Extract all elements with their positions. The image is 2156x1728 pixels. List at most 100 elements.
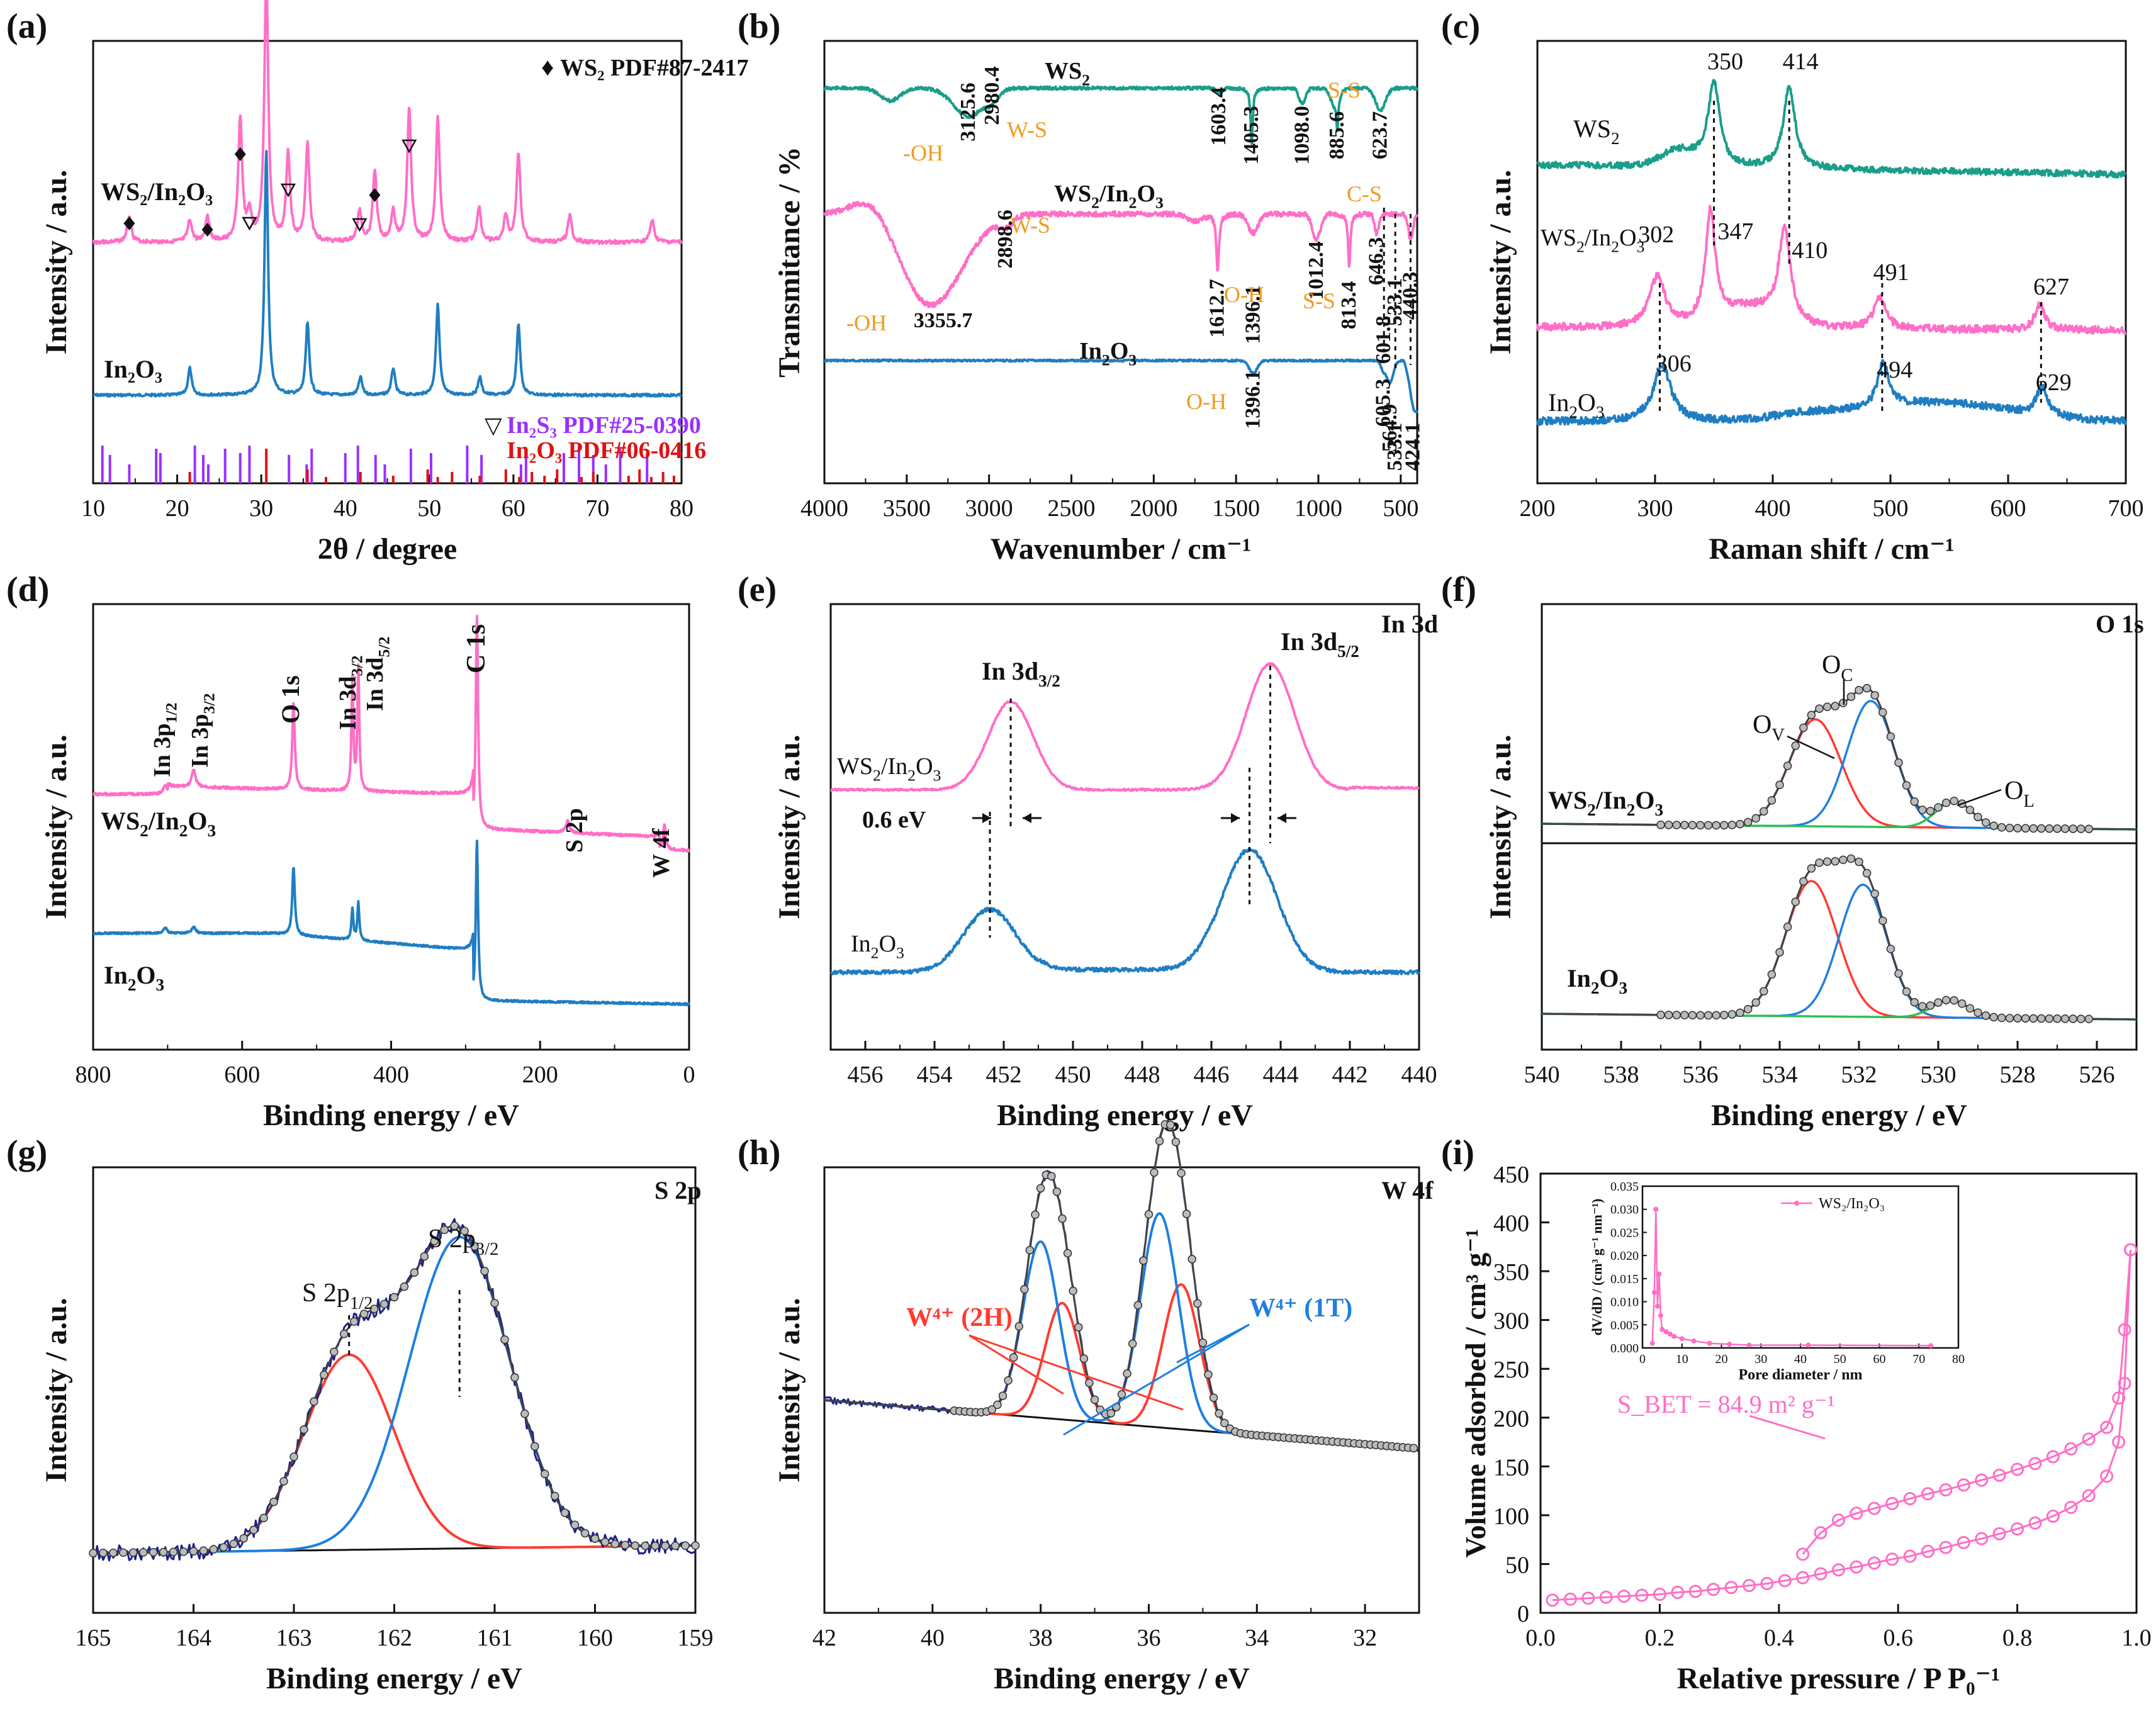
panel-label: (i) bbox=[1441, 1133, 1474, 1172]
s2p-data-point bbox=[661, 1541, 670, 1551]
series-label-ws2-in2o3: WS2/In2O3 bbox=[837, 753, 941, 785]
o1s-data-point bbox=[1918, 805, 1927, 814]
w4f-data-point bbox=[1047, 1172, 1056, 1181]
peak-label: 605.3 bbox=[1371, 379, 1395, 427]
legend-triangle: ▽ bbox=[485, 413, 502, 438]
o1s-data-point bbox=[1981, 1011, 1990, 1020]
x-axis-label: Binding energy / eV bbox=[263, 1099, 519, 1132]
o1s-data-point bbox=[2053, 1014, 2062, 1023]
text-span: WS bbox=[1045, 58, 1082, 84]
y-axis-label: Intensity / a.u. bbox=[40, 170, 73, 354]
o1s-data-point bbox=[1775, 780, 1784, 790]
s2p-data-point bbox=[590, 1534, 600, 1543]
text-span: In bbox=[1079, 338, 1102, 364]
o1s-data-point bbox=[1783, 923, 1792, 931]
o1s-data-point bbox=[1934, 803, 1943, 812]
inset-y-tick-label: 0.015 bbox=[1610, 1272, 1639, 1286]
in2s3-peak-marker bbox=[242, 216, 257, 231]
x-tick-label: 800 bbox=[76, 1062, 111, 1088]
text-span: 1/2 bbox=[350, 1294, 373, 1313]
survey-ws2-in2o3-line bbox=[92, 614, 690, 853]
s2p-data-point bbox=[209, 1545, 218, 1554]
text-span: /In bbox=[1585, 225, 1611, 251]
assign-label: W-S bbox=[1007, 117, 1047, 142]
inset-y-tick-label: 0.025 bbox=[1610, 1226, 1639, 1240]
text-span: In 3p bbox=[149, 723, 176, 777]
o1s-data-point bbox=[1696, 1011, 1705, 1020]
isotherm-point bbox=[1885, 1496, 1899, 1510]
assign-label: O-H bbox=[1186, 389, 1227, 414]
o1s-data-point bbox=[1822, 857, 1832, 866]
series-label-in2o3: In2O3 bbox=[1079, 338, 1137, 369]
w4f-data-point bbox=[1209, 1393, 1218, 1402]
in2s3-peak-marker bbox=[280, 183, 296, 198]
inset-legend-marker bbox=[1794, 1201, 1799, 1206]
o1s-data-point bbox=[1831, 856, 1839, 866]
text-span: /In bbox=[1099, 181, 1128, 207]
panel-h: 42 40 38 36 34 32 Binding energy / eV Intensity… bbox=[738, 1120, 1434, 1695]
x-tick-label: 4000 bbox=[800, 495, 848, 522]
x-tick-label: 10 bbox=[81, 495, 105, 522]
text-span: In 3p bbox=[187, 714, 213, 768]
o1s-data-point bbox=[1926, 1001, 1935, 1010]
y-axis-label: Intensity / a.u. bbox=[773, 734, 806, 919]
text-span: 2 bbox=[1591, 979, 1600, 997]
psd-point bbox=[1656, 1271, 1662, 1277]
isotherm-point bbox=[1778, 1574, 1792, 1588]
x-tick-label: 456 bbox=[848, 1062, 884, 1088]
pointer-line bbox=[1063, 1323, 1250, 1436]
legend-in2s3: In₂S₃ PDF#25-0390 bbox=[507, 412, 701, 439]
x-axis-label: Raman shift / cm⁻¹ bbox=[1709, 532, 1954, 566]
s2p-data-point bbox=[610, 1539, 620, 1549]
pointer-line bbox=[1787, 735, 1835, 760]
inset-y-tick-label: 0.010 bbox=[1610, 1296, 1639, 1310]
s2p-data-point bbox=[580, 1529, 590, 1538]
ws2-peak-marker bbox=[123, 216, 135, 230]
y-axis-label: Intensity / a.u. bbox=[40, 734, 73, 919]
x-tick-label: 165 bbox=[76, 1625, 111, 1651]
y-tick-label: 100 bbox=[1493, 1503, 1529, 1530]
text-span: WS bbox=[837, 753, 873, 780]
w4f-data-point bbox=[1020, 1285, 1029, 1294]
psd-point bbox=[1649, 1340, 1655, 1346]
x-tick-label: 452 bbox=[986, 1062, 1022, 1088]
text-span: WS bbox=[1573, 115, 1611, 143]
s2p-data-point bbox=[89, 1549, 98, 1557]
w4f-data-point bbox=[1198, 1338, 1208, 1347]
ws2-peak-marker bbox=[234, 147, 246, 161]
isotherm-point bbox=[1671, 1585, 1685, 1599]
s2p-data-point bbox=[159, 1547, 168, 1557]
o1s-data-point bbox=[1958, 999, 1967, 1008]
psd-point bbox=[1746, 1342, 1752, 1348]
w4f-data-point bbox=[1004, 1376, 1013, 1385]
x-tick-label: 0.4 bbox=[1764, 1625, 1794, 1651]
x-tick-label: 538 bbox=[1603, 1062, 1639, 1088]
w4f-data-point bbox=[1079, 1354, 1089, 1363]
y-axis-label: Intensity / a.u. bbox=[773, 1298, 806, 1482]
isotherm-point bbox=[1975, 1473, 1989, 1487]
x-tick-label: 40 bbox=[921, 1625, 945, 1651]
s2p-data-point bbox=[330, 1347, 339, 1356]
raman-peak-label: 350 bbox=[1707, 48, 1743, 75]
isotherm-point bbox=[1796, 1571, 1810, 1585]
w4f-data-point bbox=[998, 1391, 1008, 1400]
o1s-data-point bbox=[2021, 824, 2030, 833]
peak-label: In 3d5/2 bbox=[362, 636, 393, 711]
text-span: C bbox=[1841, 666, 1853, 685]
isotherm-point bbox=[2064, 1500, 2078, 1514]
w4f-data-point bbox=[1171, 1138, 1181, 1147]
x-tick-label: 454 bbox=[917, 1062, 953, 1088]
inset-x-label: Pore diameter / nm bbox=[1738, 1367, 1862, 1383]
w4f-data-point bbox=[1106, 1409, 1116, 1418]
text-span: 2 bbox=[1576, 238, 1585, 256]
s2p-data-point bbox=[490, 1299, 499, 1308]
isotherm-point bbox=[1563, 1592, 1577, 1606]
series-label-ws2-in2o3: WS₂/In₂O₃ bbox=[101, 177, 213, 206]
x-tick-label: 532 bbox=[1841, 1062, 1877, 1088]
panel-label: (a) bbox=[6, 7, 47, 46]
assign-label: O-H bbox=[1224, 282, 1264, 307]
isotherm-point bbox=[1957, 1535, 1970, 1549]
inset-y-tick-label: 0.005 bbox=[1610, 1318, 1639, 1332]
o1s-data-point bbox=[1997, 1013, 2006, 1023]
x-tick-label: 160 bbox=[577, 1625, 613, 1651]
